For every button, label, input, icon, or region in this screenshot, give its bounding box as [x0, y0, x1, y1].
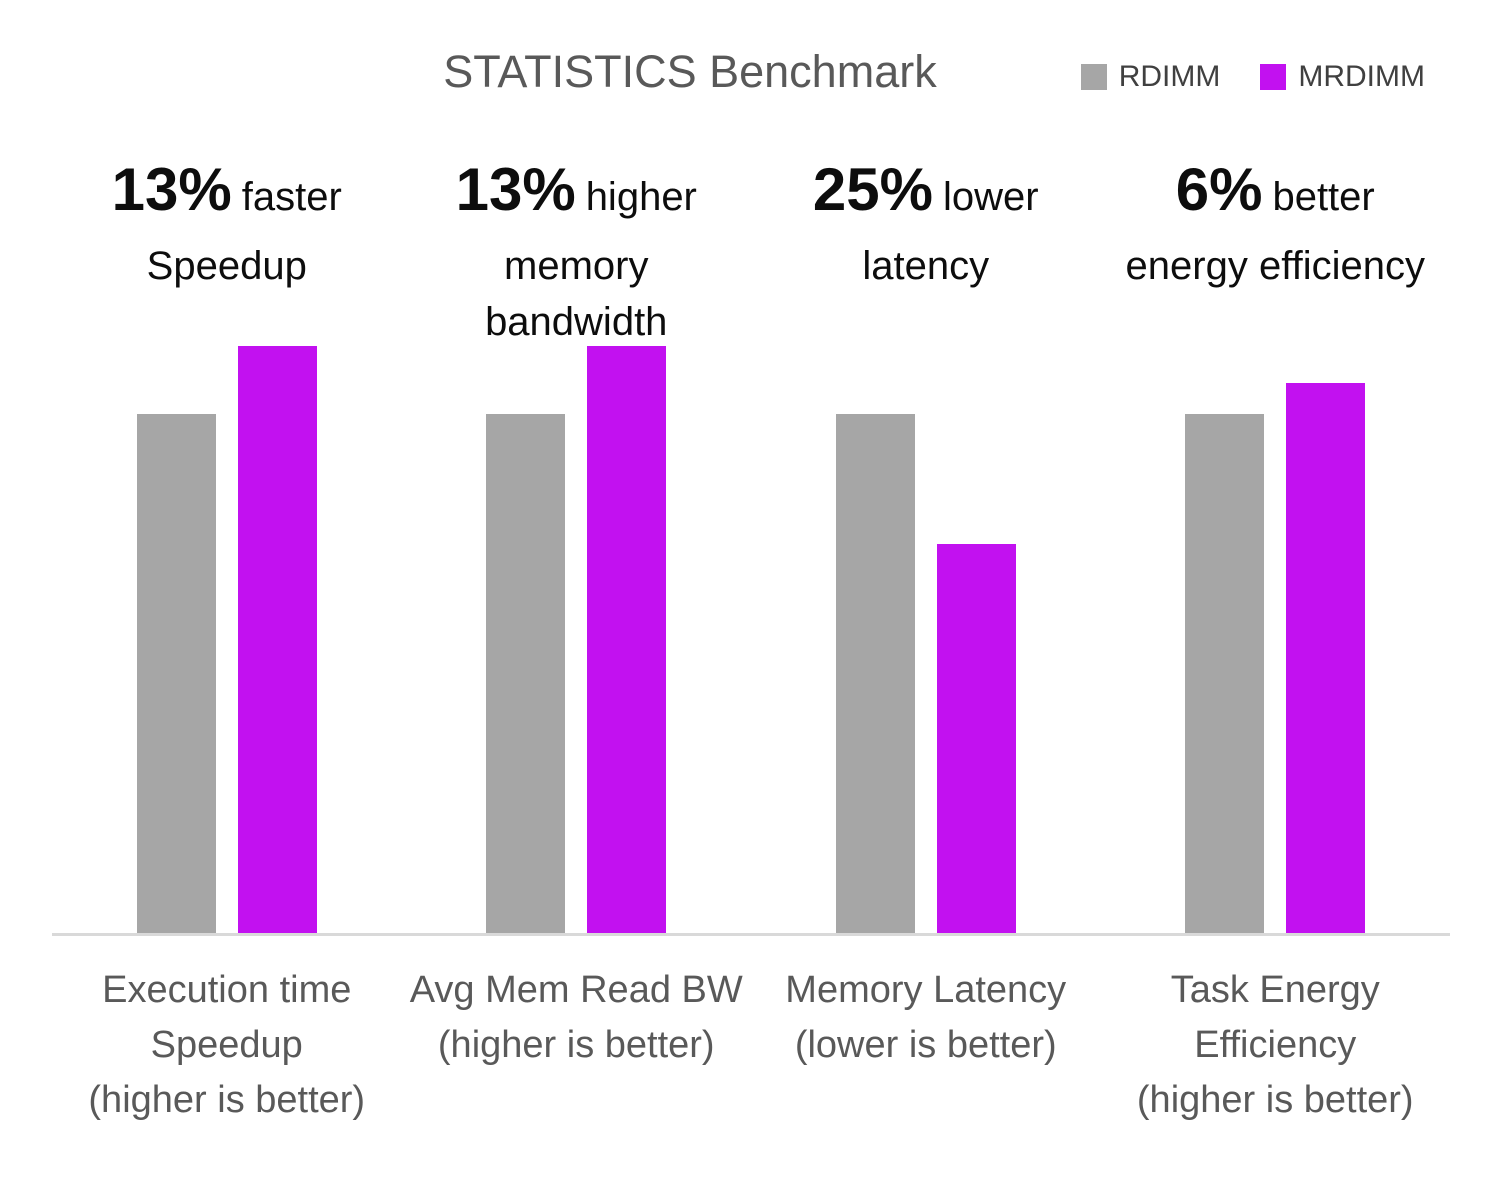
bar-pair [486, 346, 667, 935]
annotation-latency: 25% lower latency [739, 158, 1113, 294]
annotation-line: energy efficiency [1125, 244, 1425, 288]
annotation-bandwidth: 13% higher memory bandwidth [390, 158, 764, 350]
bar-rdimm-execution-time [136, 414, 216, 935]
x-axis-label-line: Efficiency [1194, 1024, 1357, 1066]
x-axis-label-line: (higher is better) [88, 1079, 366, 1121]
bar-pair [1185, 383, 1366, 935]
x-axis-label: Execution time Speedup (higher is better… [36, 963, 418, 1128]
chart-title: STATISTICS Benchmark [443, 46, 937, 97]
x-axis-label-line: Avg Mem Read BW [409, 969, 743, 1011]
annotation-pct: 13% [111, 156, 232, 223]
legend-item-mrdimm: MRDIMM [1260, 60, 1425, 94]
bar-rdimm-energy-efficiency [1185, 414, 1265, 935]
annotation-word: lower [943, 175, 1039, 219]
annotation-pct: 13% [455, 156, 576, 223]
rdimm-swatch-icon [1080, 64, 1107, 90]
annotation-line: Speedup [146, 244, 307, 288]
category-group-memory-latency: 25% lower latency Memory Latency (lower i… [751, 150, 1101, 1067]
x-axis-label: Avg Mem Read BW (higher is better) [386, 963, 768, 1073]
bar-rdimm-memory-latency [835, 414, 915, 935]
legend: RDIMM MRDIMM [1080, 60, 1425, 94]
annotation-word: faster [241, 175, 342, 219]
mrdimm-swatch-icon [1260, 64, 1287, 90]
bar-pair [835, 414, 1016, 935]
annotation-pct: 25% [812, 156, 933, 223]
x-axis-label-line: Speedup [150, 1024, 303, 1066]
x-axis-label: Memory Latency (lower is better) [735, 963, 1117, 1073]
annotation-line: memory [504, 244, 649, 288]
x-axis-label-line: Execution time [102, 969, 352, 1011]
annotation-speedup: 13% faster Speedup [40, 158, 414, 294]
annotation-line: latency [862, 244, 990, 288]
bar-mrdimm-memory-latency [936, 544, 1016, 935]
legend-label-rdimm: RDIMM [1118, 60, 1221, 93]
annotation-energy: 6% better energy efficiency [1089, 158, 1463, 294]
x-axis-label-line: Task Energy [1170, 969, 1380, 1011]
x-axis-label: Task Energy Efficiency (higher is better… [1085, 963, 1467, 1128]
category-group-energy-efficiency: 6% better energy efficiency Task Energy E… [1101, 150, 1451, 1122]
x-axis-label-line: Memory Latency [785, 969, 1067, 1011]
legend-label-mrdimm: MRDIMM [1298, 60, 1425, 93]
bar-chart-plot-area: 13% faster Speedup Execution time Speedup… [52, 150, 1451, 1122]
category-group-mem-read-bw: 13% higher memory bandwidth Avg Mem Read … [402, 150, 752, 1067]
category-group-execution-time: 13% faster Speedup Execution time Speedup… [52, 150, 402, 1122]
bar-mrdimm-energy-efficiency [1286, 383, 1366, 935]
x-axis-label-line: (lower is better) [794, 1024, 1057, 1066]
bar-mrdimm-execution-time [237, 346, 317, 935]
bar-pair [136, 346, 317, 935]
annotation-word: higher [585, 175, 697, 219]
bar-rdimm-mem-read-bw [486, 414, 566, 935]
annotation-line: bandwidth [485, 300, 668, 344]
x-axis-line [52, 933, 1450, 936]
x-axis-label-line: (higher is better) [1136, 1079, 1414, 1121]
annotation-word: better [1272, 175, 1375, 219]
annotation-pct: 6% [1175, 156, 1263, 223]
x-axis-label-line: (higher is better) [437, 1024, 715, 1066]
bar-mrdimm-mem-read-bw [587, 346, 667, 935]
legend-item-rdimm: RDIMM [1080, 60, 1221, 94]
